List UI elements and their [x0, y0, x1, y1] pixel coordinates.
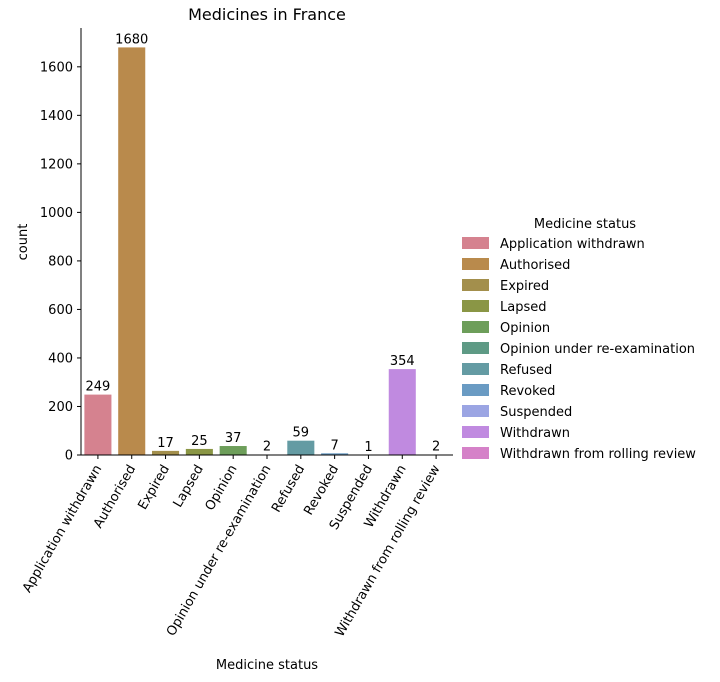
- y-tick-label: 200: [48, 400, 73, 415]
- legend-swatch: [462, 342, 489, 354]
- bar: [287, 440, 315, 455]
- y-tick-label: 0: [65, 449, 73, 464]
- bar-value-label: 25: [191, 434, 208, 449]
- legend-swatch: [462, 300, 489, 312]
- bar: [321, 453, 349, 455]
- bar-labels-layer: 249 1680 17 25 37 2 59 7 1 354 2: [85, 32, 440, 454]
- legend-label: Lapsed: [500, 300, 546, 315]
- y-axis: 0 200 400 600 800 1000 1200 1400 1600: [40, 28, 82, 464]
- x-tick-label: Lapsed: [171, 463, 207, 511]
- bar: [219, 446, 247, 455]
- y-tick-label: 1000: [40, 206, 73, 221]
- legend-label: Refused: [500, 363, 552, 378]
- legend-label: Application withdrawn: [500, 237, 645, 252]
- x-tick-label: Expired: [135, 463, 173, 513]
- legend-label: Authorised: [500, 258, 570, 273]
- legend-swatch: [462, 279, 489, 291]
- bar: [152, 450, 180, 455]
- legend-title: Medicine status: [534, 217, 636, 232]
- bar-value-label: 1: [364, 440, 372, 455]
- chart-title: Medicines in France: [188, 5, 346, 24]
- legend-label: Withdrawn: [500, 426, 570, 441]
- bar-value-label: 59: [293, 426, 310, 441]
- y-tick-label: 800: [48, 254, 73, 269]
- legend-label: Opinion: [500, 321, 550, 336]
- legend-swatch: [462, 426, 489, 438]
- bar-value-label: 7: [330, 438, 338, 453]
- bar: [185, 448, 213, 455]
- legend: Medicine status Application withdrawn Aut…: [462, 217, 696, 462]
- bar-value-label: 2: [432, 440, 440, 455]
- legend-swatch: [462, 258, 489, 270]
- x-axis: Application withdrawnAuthorisedExpiredLa…: [20, 454, 453, 640]
- y-tick-label: 1200: [40, 157, 73, 172]
- legend-swatch: [462, 447, 489, 459]
- legend-swatch: [462, 384, 489, 396]
- bar-value-label: 354: [390, 354, 415, 369]
- bar-value-label: 2: [263, 440, 271, 455]
- x-axis-title: Medicine status: [216, 658, 318, 673]
- bar-value-label: 17: [157, 436, 174, 451]
- x-tick-label: Opinion: [203, 463, 241, 514]
- y-tick-label: 400: [48, 351, 73, 366]
- bar: [118, 47, 146, 456]
- bar: [84, 394, 112, 455]
- x-tick-label: Application withdrawn: [20, 463, 105, 596]
- bar: [388, 369, 416, 455]
- bar-value-label: 37: [225, 431, 242, 446]
- legend-swatch: [462, 321, 489, 333]
- legend-items: Application withdrawn Authorised Expired La…: [462, 237, 696, 462]
- bar-value-label: 249: [85, 380, 110, 395]
- y-tick-label: 600: [48, 303, 73, 318]
- legend-label: Suspended: [500, 405, 572, 420]
- legend-swatch: [462, 363, 489, 375]
- legend-swatch: [462, 237, 489, 249]
- legend-swatch: [462, 405, 489, 417]
- bar-value-label: 1680: [115, 32, 148, 47]
- legend-label: Expired: [500, 279, 549, 294]
- bars-layer: [84, 47, 450, 456]
- y-tick-label: 1400: [40, 109, 73, 124]
- legend-label: Revoked: [500, 384, 555, 399]
- y-tick-label: 1600: [40, 60, 73, 75]
- legend-label: Opinion under re-examination: [500, 342, 695, 357]
- y-axis-title: count: [16, 224, 31, 261]
- legend-label: Withdrawn from rolling review: [500, 447, 696, 462]
